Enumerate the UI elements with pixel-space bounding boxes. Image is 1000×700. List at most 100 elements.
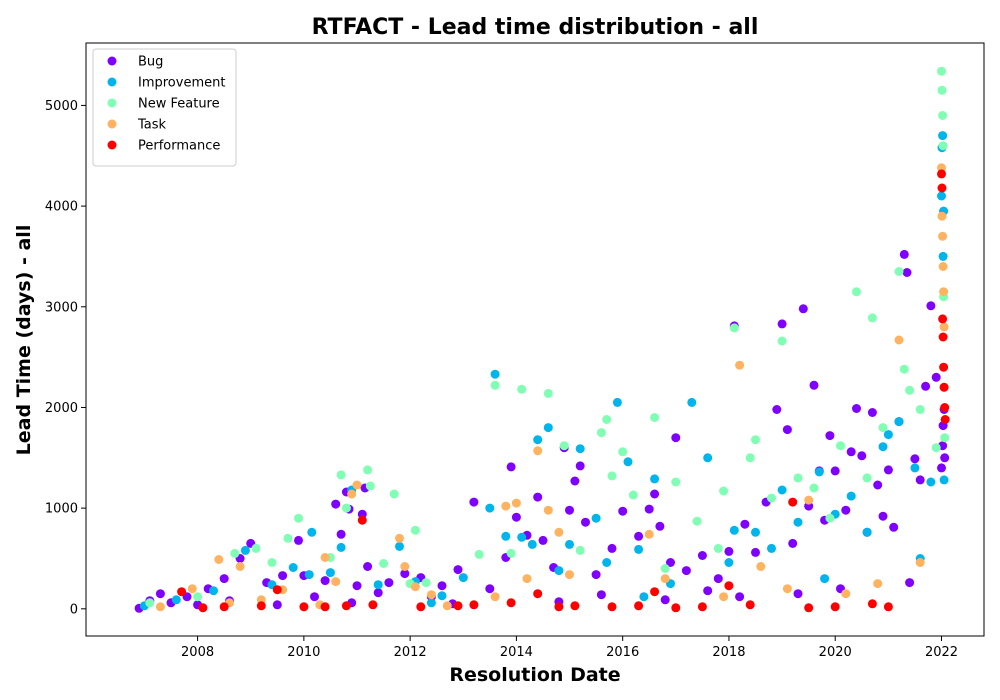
data-point xyxy=(241,546,250,555)
legend-marker xyxy=(108,99,117,108)
x-tick-label: 2012 xyxy=(394,645,427,660)
data-point xyxy=(305,570,314,579)
data-point xyxy=(273,600,282,609)
data-point xyxy=(252,544,261,553)
data-point xyxy=(337,543,346,552)
data-point xyxy=(857,451,866,460)
data-point xyxy=(539,536,548,545)
data-point xyxy=(937,67,946,76)
data-point xyxy=(938,111,947,120)
data-point xyxy=(618,447,627,456)
x-tick-label: 2018 xyxy=(712,645,745,660)
data-point xyxy=(454,565,463,574)
data-point xyxy=(655,522,664,531)
data-point xyxy=(746,600,755,609)
legend-marker xyxy=(108,57,117,66)
data-point xyxy=(895,417,904,426)
data-point xyxy=(671,478,680,487)
data-point xyxy=(278,571,287,580)
data-point xyxy=(368,600,377,609)
data-point xyxy=(507,549,516,558)
data-point xyxy=(491,370,500,379)
data-point xyxy=(932,373,941,382)
data-point xyxy=(438,581,447,590)
data-point xyxy=(544,506,553,515)
data-point xyxy=(938,131,947,140)
data-point xyxy=(650,474,659,483)
data-point xyxy=(639,592,648,601)
data-point xyxy=(565,506,574,515)
data-point xyxy=(427,598,436,607)
data-point xyxy=(214,555,223,564)
x-tick-label: 2016 xyxy=(606,645,639,660)
data-point xyxy=(910,463,919,472)
data-point xyxy=(889,523,898,532)
legend-marker xyxy=(108,120,117,129)
data-point xyxy=(939,252,948,261)
data-point xyxy=(847,492,856,501)
data-point xyxy=(581,518,590,527)
data-point xyxy=(358,516,367,525)
data-point xyxy=(363,465,372,474)
data-point xyxy=(794,518,803,527)
data-point xyxy=(895,267,904,276)
data-point xyxy=(193,592,202,601)
data-point xyxy=(220,602,229,611)
data-point xyxy=(682,566,691,575)
data-point xyxy=(938,184,947,193)
data-point xyxy=(592,570,601,579)
data-point xyxy=(825,514,834,523)
data-point xyxy=(939,333,948,342)
data-point xyxy=(156,589,165,598)
y-tick-label: 3000 xyxy=(45,300,78,315)
x-tick-label: 2010 xyxy=(287,645,320,660)
data-point xyxy=(905,578,914,587)
data-point xyxy=(751,548,760,557)
data-point xyxy=(714,544,723,553)
data-point xyxy=(294,536,303,545)
data-point xyxy=(810,484,819,493)
data-point xyxy=(939,262,948,271)
data-point xyxy=(940,403,949,412)
data-point xyxy=(523,574,532,583)
legend-label: New Feature xyxy=(138,97,220,112)
data-point xyxy=(485,504,494,513)
data-point xyxy=(411,582,420,591)
data-point xyxy=(661,564,670,573)
data-point xyxy=(613,398,622,407)
y-tick-label: 4000 xyxy=(45,200,78,215)
data-point xyxy=(815,467,824,476)
data-point xyxy=(895,336,904,345)
data-point xyxy=(831,466,840,475)
data-point xyxy=(634,601,643,610)
data-point xyxy=(416,602,425,611)
data-point xyxy=(570,601,579,610)
data-point xyxy=(634,545,643,554)
data-point xyxy=(565,540,574,549)
data-point xyxy=(778,337,787,346)
data-point xyxy=(932,443,941,452)
data-point xyxy=(608,471,617,480)
data-point xyxy=(941,415,950,424)
data-point xyxy=(198,603,207,612)
data-point xyxy=(799,304,808,313)
data-point xyxy=(533,435,542,444)
data-point xyxy=(395,534,404,543)
data-point xyxy=(940,433,949,442)
data-point xyxy=(172,595,181,604)
data-point xyxy=(719,487,728,496)
data-point xyxy=(903,268,912,277)
data-point xyxy=(879,442,888,451)
data-point xyxy=(512,513,521,522)
data-point xyxy=(491,592,500,601)
data-point xyxy=(794,589,803,598)
data-point xyxy=(746,453,755,462)
data-point xyxy=(307,528,316,537)
data-point xyxy=(597,590,606,599)
data-point xyxy=(703,586,712,595)
data-point xyxy=(841,506,850,515)
data-point xyxy=(879,512,888,521)
data-point xyxy=(427,590,436,599)
data-point xyxy=(900,365,909,374)
